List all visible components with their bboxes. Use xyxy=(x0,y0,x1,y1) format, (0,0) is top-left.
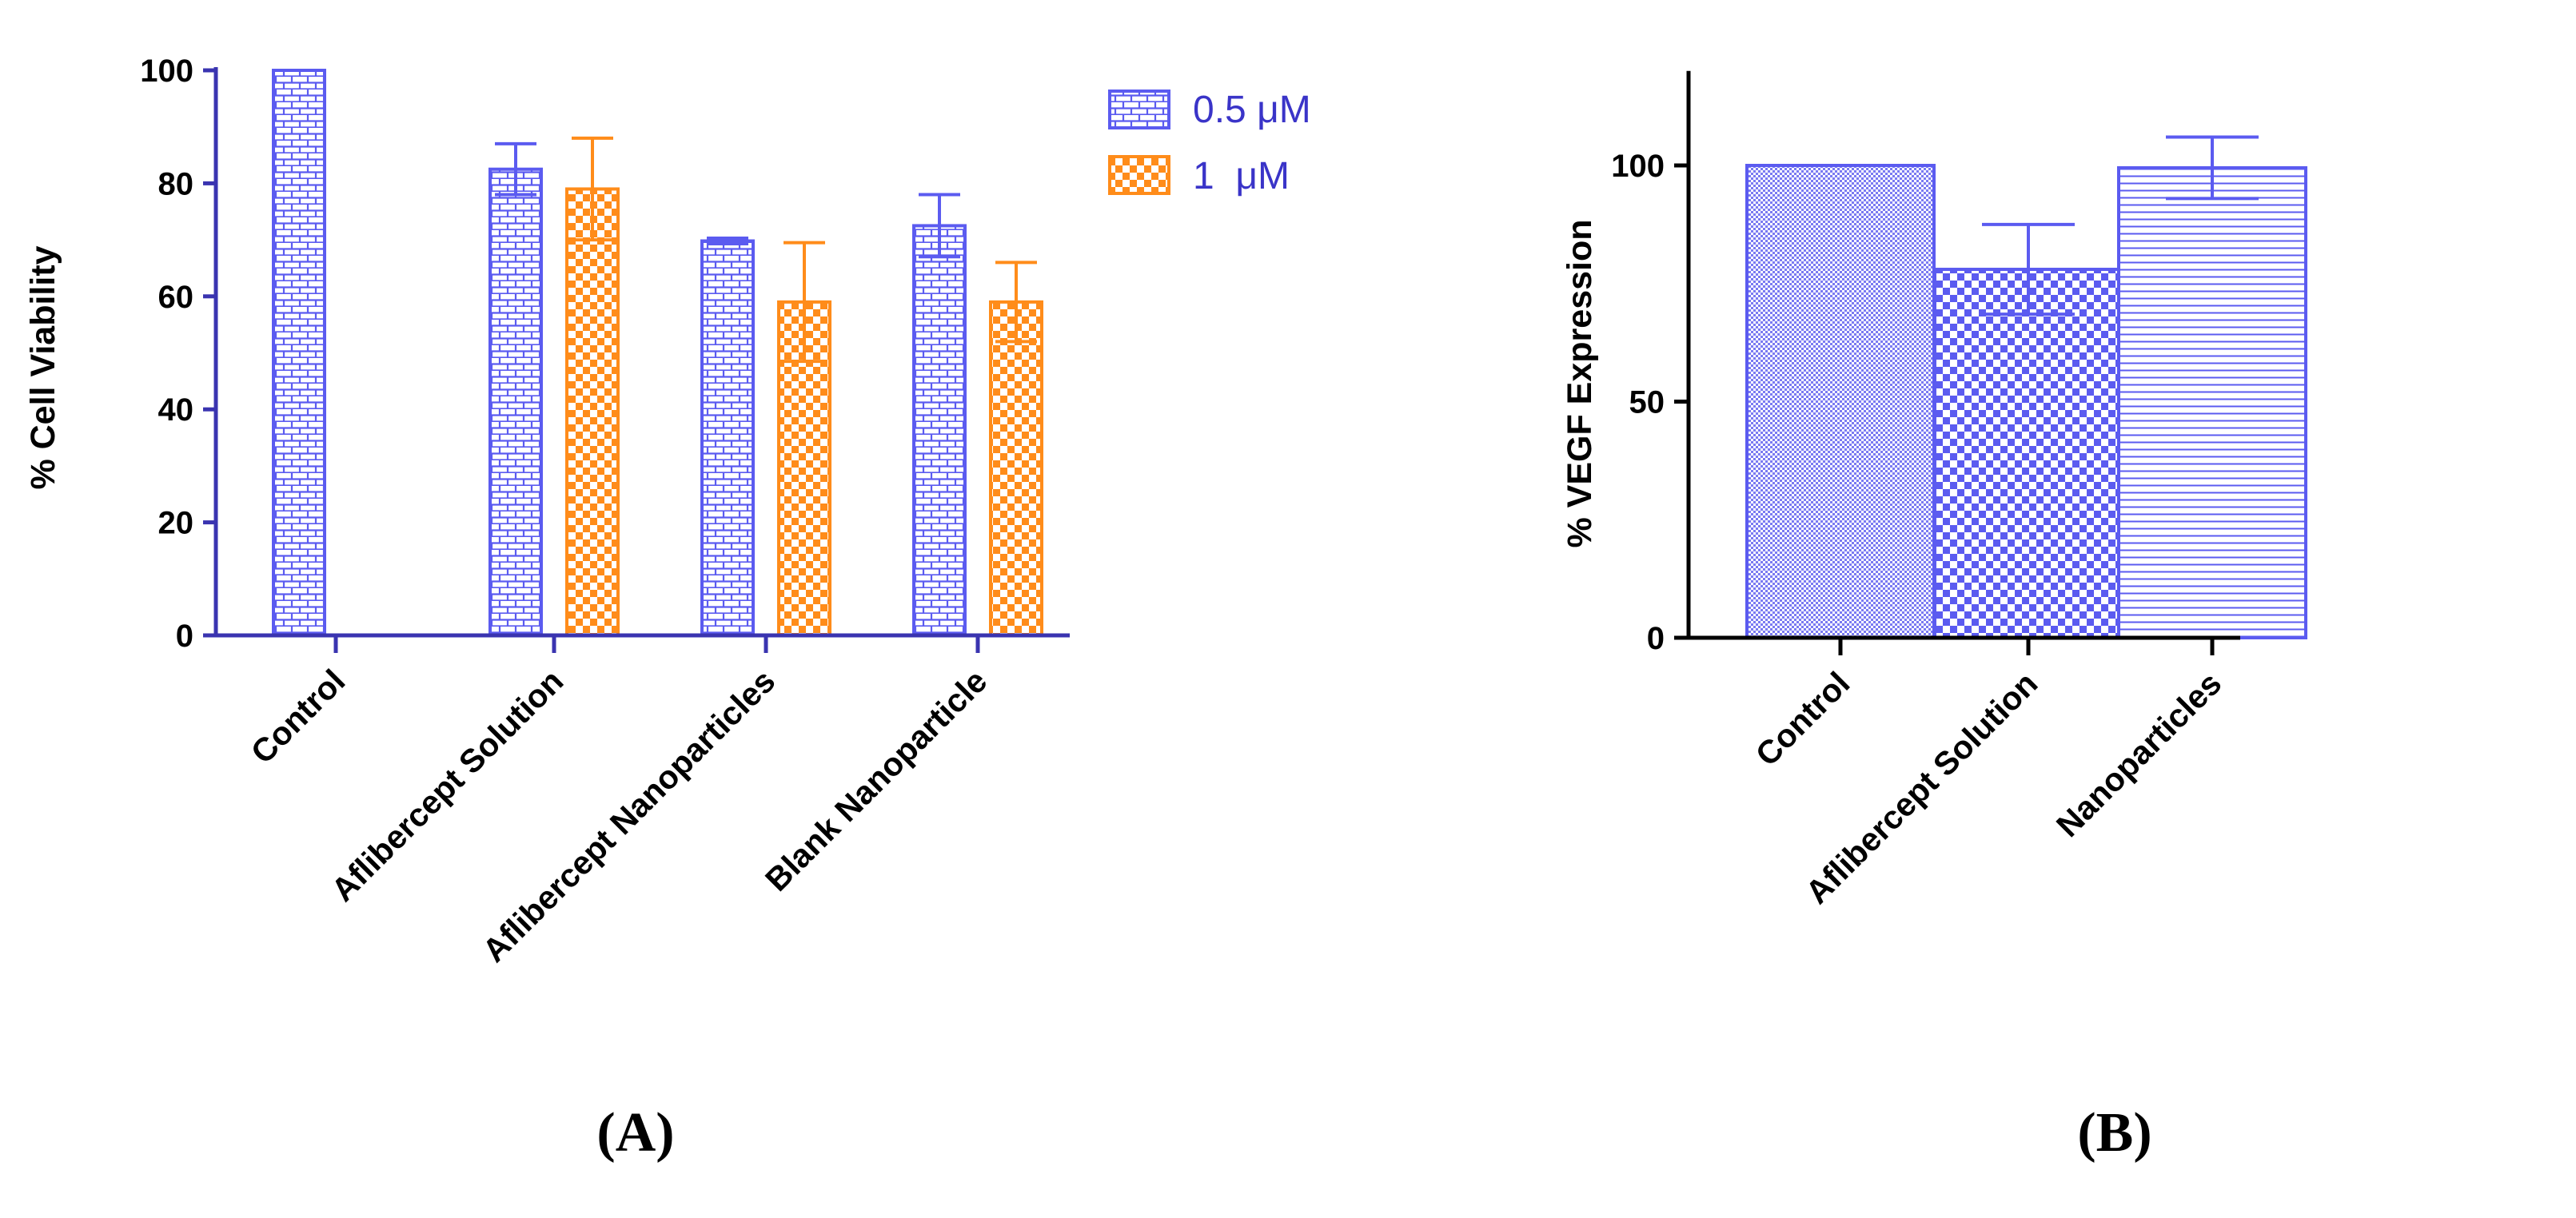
legend-swatch-0-5-um xyxy=(1108,90,1170,129)
panel-b-y-axis-title: % VEGF Expression xyxy=(1561,219,1599,547)
panel-b-label: (B) xyxy=(2077,1102,2151,1164)
panel-a-bar-blank-nanoparticle-0-5-m xyxy=(912,224,967,637)
panel-a-y-tick-label: 0 xyxy=(176,619,193,654)
panel-a-y-tick-label: 100 xyxy=(140,54,193,89)
panel-b-bar-control xyxy=(1745,164,1936,639)
panel-b-chart: % VEGF Expression 050100ControlAfliberce… xyxy=(1561,70,2307,1164)
panel-a-category-label-aflibercept-solution: Aflibercept Solution xyxy=(324,663,570,909)
panel-a-y-tick-label: 60 xyxy=(158,280,194,315)
panel-a-y-axis-title: % Cell Viability xyxy=(24,245,62,489)
panel-b-y-tick-label: 0 xyxy=(1647,621,1665,656)
legend-label-1-um: 1 μM xyxy=(1193,155,1290,197)
panel-a-category-label-control: Control xyxy=(244,663,353,771)
panel-a-bar-aflibercept-nanoparticles-0-5-m xyxy=(700,239,755,637)
panel-b-category-label-nanoparticles: Nanoparticles xyxy=(2049,665,2228,844)
panel-a-chart: % Cell Viability 0 20 40 60 80 100 ControlAfli… xyxy=(24,54,1311,1164)
panel-a-y-tick-label: 40 xyxy=(158,392,194,428)
legend-label-0-5-um: 0.5 μM xyxy=(1193,89,1311,131)
panel-a-bar-control-0-5-m xyxy=(272,69,326,637)
panel-b-bar-nanoparticles xyxy=(2117,165,2307,639)
panel-a-legend: 0.5 μM 1 μM xyxy=(1108,89,1311,197)
panel-b-category-label-control: Control xyxy=(1749,665,1857,774)
panel-a-y-tick-label: 80 xyxy=(158,166,194,201)
panel-b-y-tick-label: 100 xyxy=(1611,149,1665,184)
panel-a-category-label-blank-nanoparticle: Blank Nanoparticle xyxy=(758,663,994,898)
panel-b-bar-aflibercept-solution xyxy=(1933,268,2123,639)
panel-b-y-tick-label: 50 xyxy=(1629,385,1665,420)
panel-a-bar-aflibercept-solution-0-5-m xyxy=(488,167,543,638)
panel-a-bar-aflibercept-solution-1-m xyxy=(565,187,620,638)
panel-a-bar-blank-nanoparticle-1-m xyxy=(989,300,1043,637)
panel-a-label: (A) xyxy=(596,1102,674,1164)
panel-a-y-tick-label: 20 xyxy=(158,506,194,541)
legend-swatch-1-um xyxy=(1108,155,1170,195)
